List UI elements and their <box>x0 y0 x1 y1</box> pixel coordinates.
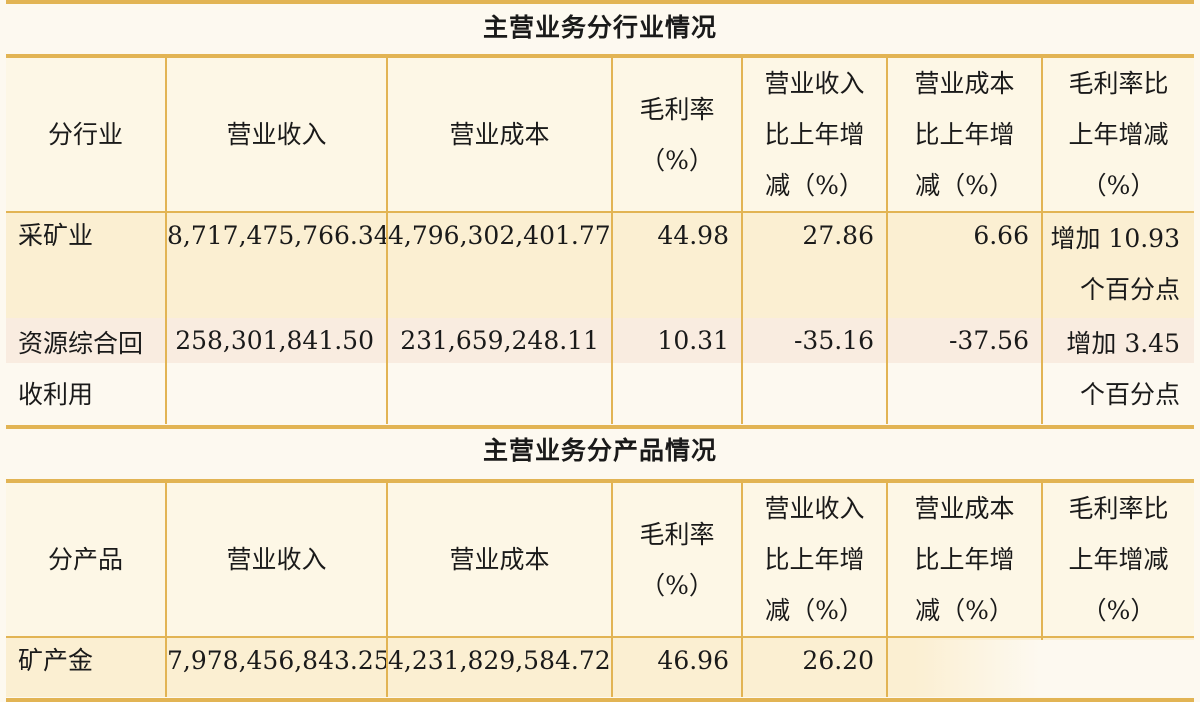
row-margin: 44.98 <box>611 212 742 318</box>
header-margin-change: 毛利率比 上年增减 （%） <box>1041 483 1194 638</box>
row-category: 矿产金 <box>6 637 166 697</box>
header-revenue-change: 营业收入 比上年增 减（%） <box>741 483 887 638</box>
row-cost-change: 6.66 <box>886 212 1042 318</box>
product-title-rule <box>6 479 1194 483</box>
table-row: 采矿业 8,717,475,766.34 4,796,302,401.77 44… <box>6 212 1194 318</box>
table-row: 资源综合回 收利用 258,301,841.50 231,659,248.11 … <box>6 318 1194 424</box>
row-margin-change: 增加 3.45 个百分点 <box>1041 318 1194 424</box>
product-section-title: 主营业务分产品情况 <box>482 436 717 465</box>
header-cost: 营业成本 <box>386 58 612 213</box>
header-category: 分产品 <box>6 483 166 638</box>
industry-title-rule <box>6 54 1194 58</box>
row-margin: 46.96 <box>611 637 742 697</box>
row-revenue: 7,978,456,843.25 <box>165 637 387 697</box>
header-category: 分行业 <box>6 58 166 213</box>
product-header-row: 分产品 营业收入 营业成本 毛利率 （%） 营业收入 比上年增 减（%） 营业成… <box>6 483 1194 638</box>
row-cost: 231,659,248.11 <box>386 318 612 424</box>
header-margin: 毛利率 （%） <box>611 58 742 213</box>
header-revenue: 营业收入 <box>165 483 387 638</box>
row-revenue: 258,301,841.50 <box>165 318 387 424</box>
row-cost-change: -37.56 <box>886 318 1042 424</box>
industry-header-row: 分行业 营业收入 营业成本 毛利率 （%） 营业收入 比上年增 减（%） 营业成… <box>6 58 1194 213</box>
header-margin-change: 毛利率比 上年增减 （%） <box>1041 58 1194 213</box>
industry-section-title: 主营业务分行业情况 <box>482 13 717 42</box>
product-top-rule <box>6 425 1194 429</box>
top-rule <box>6 0 1194 4</box>
header-revenue-change: 营业收入 比上年增 减（%） <box>741 58 887 213</box>
bottom-rule <box>6 698 1194 702</box>
row-cost: 4,796,302,401.77 <box>386 212 612 318</box>
row-revenue-change: 27.86 <box>741 212 887 318</box>
header-cost-change: 营业成本 比上年增 减（%） <box>886 483 1042 638</box>
row-revenue-change: 26.20 <box>741 637 887 697</box>
row-revenue-change: -35.16 <box>741 318 887 424</box>
row-cost: 4,231,829,584.72 <box>386 637 612 697</box>
header-cost-change: 营业成本 比上年增 减（%） <box>886 58 1042 213</box>
header-cost: 营业成本 <box>386 483 612 638</box>
header-margin: 毛利率 （%） <box>611 483 742 638</box>
cropped-fade-overlay <box>914 640 1194 698</box>
row-category: 资源综合回 收利用 <box>6 318 166 424</box>
row-margin: 10.31 <box>611 318 742 424</box>
row-revenue: 8,717,475,766.34 <box>165 212 387 318</box>
row-category: 采矿业 <box>6 212 166 318</box>
header-revenue: 营业收入 <box>165 58 387 213</box>
industry-table: 分行业 营业收入 营业成本 毛利率 （%） 营业收入 比上年增 减（%） 营业成… <box>6 58 1194 424</box>
row-margin-change: 增加 10.93 个百分点 <box>1041 212 1194 318</box>
